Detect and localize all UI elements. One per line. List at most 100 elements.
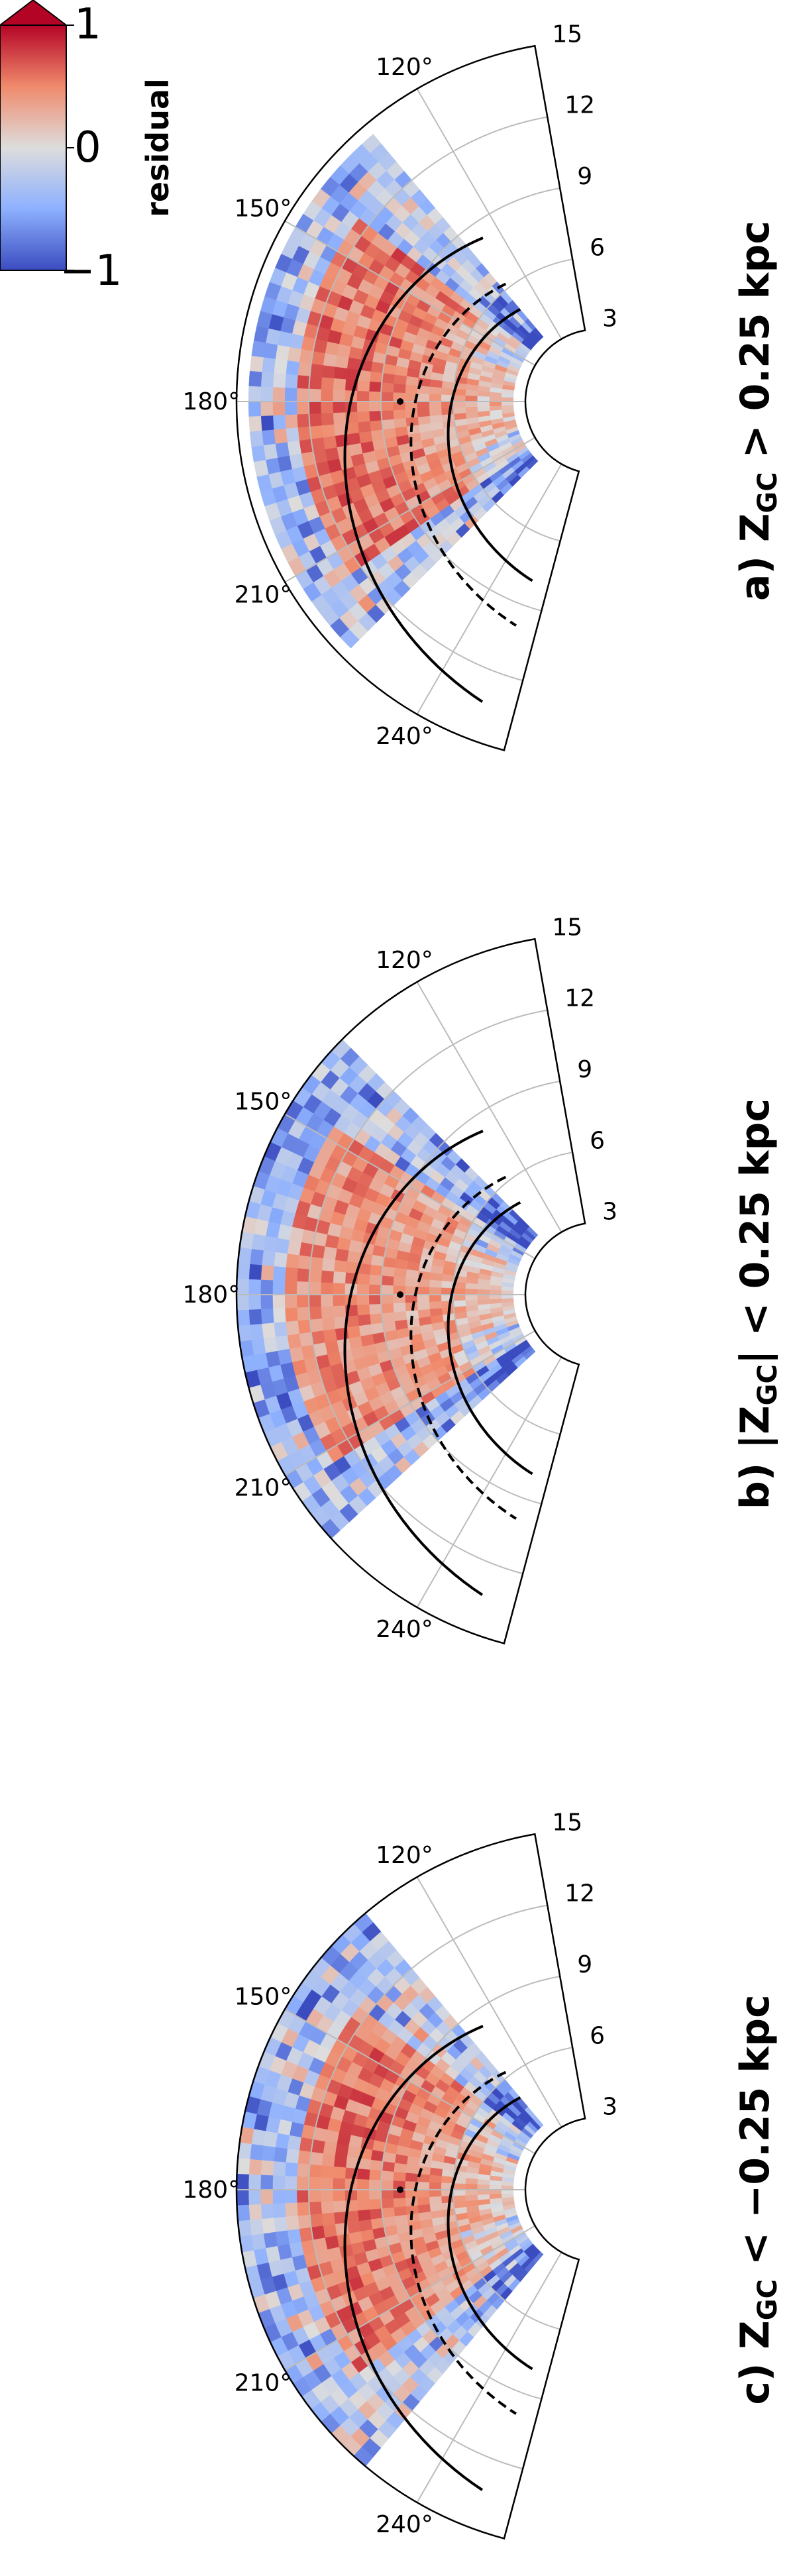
heatmap-cell (320, 401, 333, 414)
heatmap-cell (369, 1264, 384, 1276)
heatmap-cell (382, 373, 396, 384)
heatmap-cell (248, 386, 262, 402)
heatmap-cells (236, 1913, 544, 2467)
heatmap-cell (274, 428, 288, 445)
heatmap-cell (417, 2181, 430, 2190)
heatmap-cell (333, 2189, 346, 2202)
heatmap-cell (368, 2199, 382, 2210)
heatmap-cell (262, 2218, 276, 2234)
heatmap-cell (429, 1294, 442, 1303)
heatmap-cell (369, 371, 384, 383)
heatmap-cell (381, 1275, 394, 1286)
heatmap-cell (248, 2204, 262, 2221)
heatmap-cell (237, 2158, 250, 2175)
heatmap-cell (333, 401, 346, 413)
heatmap-cell (370, 1254, 385, 1267)
sun-marker (397, 2186, 404, 2193)
heatmap-cell (296, 388, 309, 402)
heatmap-cell (394, 1267, 407, 1278)
heatmap-cell (272, 373, 286, 388)
heatmap-cell (346, 2145, 361, 2159)
heatmap-cell (405, 376, 419, 386)
colorbar-extend-arrow (0, 0, 68, 26)
heatmap-cell (393, 2171, 406, 2182)
heatmap-cell (323, 1246, 337, 1261)
heatmap-cell (275, 2230, 290, 2247)
heatmap-cell (452, 1294, 466, 1301)
colorbar-label: residual (140, 78, 176, 217)
heatmap-cell (333, 390, 346, 402)
heatmap-cell (368, 1274, 382, 1285)
heatmap-cell (357, 2209, 372, 2222)
heatmap-cell (323, 2224, 337, 2238)
panel-title: a) ZGC > 0.25 kpc (732, 221, 783, 601)
heatmap-cell (297, 2163, 310, 2178)
heatmap-cell (368, 1284, 382, 1295)
heatmap-cell (260, 1294, 274, 1310)
theta-gridline (284, 1330, 536, 1476)
heatmap-cell (284, 2202, 298, 2218)
heatmap-cell (452, 395, 466, 402)
r-tick-label: 9 (577, 1951, 592, 1978)
heatmap-cell (369, 2208, 384, 2220)
heatmap-cell (333, 1271, 346, 1284)
heatmap-cell (370, 2149, 385, 2162)
colorbar-tick-1: 1 (74, 0, 101, 49)
heatmap-cell (452, 2189, 466, 2196)
polar-panel-a: 120° 150° 180° 210° 240° 3 6 9 12 15 a) ZGC > 0.25… (182, 21, 783, 751)
heatmap-cell (297, 413, 310, 428)
theta-gridline (416, 1876, 562, 2128)
theta-gridline (284, 437, 536, 583)
heatmap-cell (249, 356, 264, 372)
arm-curve (343, 1130, 484, 1596)
heatmap-cell (272, 415, 286, 430)
heatmap-cell (249, 2219, 264, 2235)
heatmap-cell (260, 372, 274, 388)
heatmap-cell (309, 2164, 322, 2178)
heatmap-cell (489, 1289, 502, 1295)
heatmap-cell (296, 1294, 309, 1309)
heatmap-cell (417, 401, 430, 410)
heatmap-cell (477, 1283, 490, 1291)
theta-tick-label: 150° (235, 1088, 292, 1115)
heatmap-cell (262, 2145, 276, 2162)
heatmap-cell (309, 1318, 323, 1333)
theta-tick-label: 120° (376, 1842, 433, 1869)
r-tick-label: 3 (602, 2094, 617, 2121)
heatmap-cell (272, 1308, 286, 1323)
heatmap-cell (286, 427, 299, 443)
heatmap-cell (323, 1328, 337, 1343)
r-gridline (380, 1080, 560, 1505)
heatmap-cell (417, 1301, 430, 1311)
heatmap-cell (272, 2203, 286, 2218)
heatmap-cell (272, 2175, 286, 2190)
heatmap-cell (346, 1326, 361, 1339)
heatmap-cell (464, 2184, 478, 2190)
heatmap-cell (368, 401, 382, 412)
arm-curve (409, 1175, 517, 1520)
heatmap-cell (272, 387, 286, 402)
heatmap-cell (287, 2135, 301, 2151)
heatmap-cell (356, 2169, 370, 2180)
polar-frame (235, 1833, 586, 2540)
heatmap-cell (260, 1265, 274, 1281)
heatmap-cell (489, 1285, 502, 1291)
heatmap-cell (380, 392, 394, 402)
theta-gridline (284, 1113, 536, 1260)
heatmap-cell (296, 2176, 309, 2190)
heatmap-cell (275, 1238, 290, 1254)
heatmap-cell (325, 341, 340, 356)
heatmap-cell (297, 375, 310, 390)
heatmap-cell (477, 1289, 490, 1295)
heatmap-cell (321, 2165, 335, 2178)
polar-grid (237, 1876, 573, 2503)
heatmap-cell (248, 401, 262, 417)
theta-tick-label: 210° (235, 1475, 292, 1502)
heatmap-cell (249, 2144, 264, 2161)
panel-title: c) ZGC < −0.25 kpc (732, 1994, 783, 2404)
heatmap-cell (274, 2147, 288, 2163)
theta-tick-label: 240° (376, 1616, 433, 1643)
heatmap-cell (272, 401, 286, 416)
heatmap-cell (320, 2177, 333, 2190)
heatmap-cell (251, 1234, 266, 1251)
